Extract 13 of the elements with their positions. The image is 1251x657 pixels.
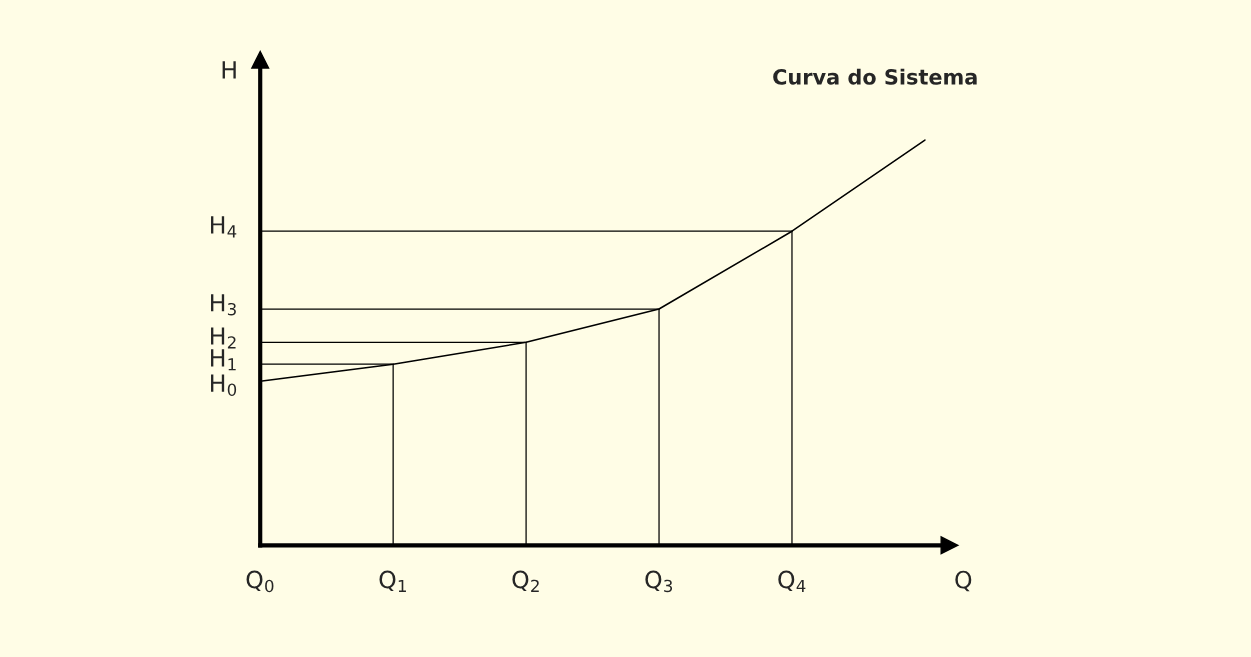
- text: H$_{3}$: [211, 294, 236, 316]
- text: H$_{2}$: [211, 327, 236, 349]
- x-axis-title: Q: [955, 570, 972, 592]
- text: H$_{1}$: [211, 349, 236, 371]
- text: H$_{4}$: [211, 216, 237, 238]
- y-axis-title: H: [222, 61, 236, 79]
- x-tick-label: Q$_{0}$: [246, 570, 274, 593]
- text: H$_{0}$: [211, 374, 237, 396]
- x-tick-label: Q$_{1}$: [379, 570, 406, 592]
- x-tick-label: Q$_{3}$: [645, 570, 673, 593]
- x-tick-label: Q$_{4}$: [778, 570, 806, 592]
- x-tick-label: Q$_{2}$: [512, 570, 539, 592]
- text: Curva do Sistema: [773, 68, 977, 85]
